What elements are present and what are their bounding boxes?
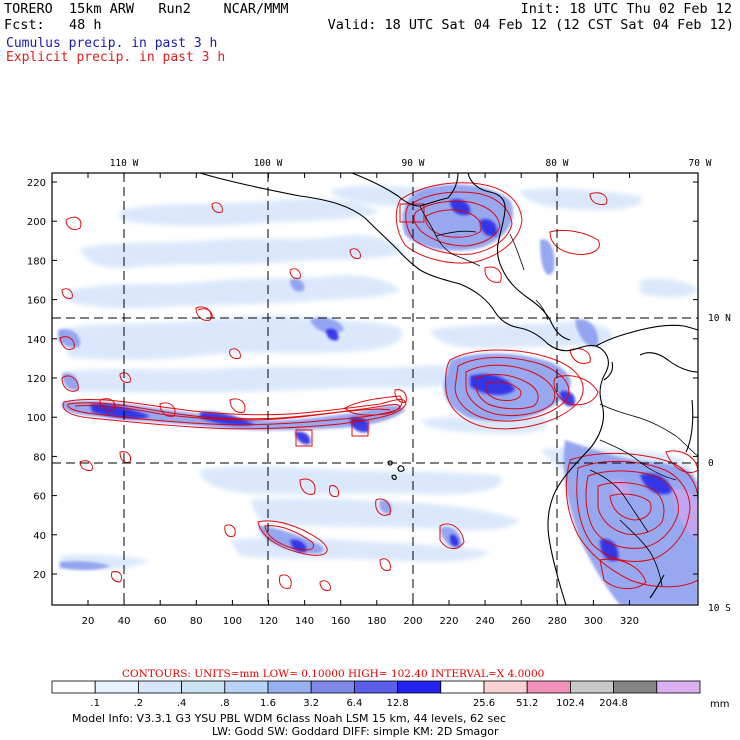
longitude-label: 90 W bbox=[402, 158, 425, 169]
lat-lon-grid bbox=[52, 173, 698, 605]
legend-bin-label: 204.8 bbox=[599, 698, 628, 709]
model-info-line2: LW: Godd SW: Goddard DIFF: simple KM: 2D… bbox=[212, 725, 499, 738]
cumulus-precip-heavy bbox=[90, 198, 672, 562]
y-tick-label: 160 bbox=[27, 296, 46, 307]
x-tick-label: 320 bbox=[620, 616, 639, 627]
explicit-precip-high bbox=[610, 478, 698, 540]
longitude-label: 80 W bbox=[546, 158, 569, 169]
forecast-hour: Fcst: 48 h bbox=[4, 17, 102, 33]
country-borders bbox=[419, 205, 698, 587]
legend-swatch bbox=[224, 680, 269, 694]
explicit-label: Explicit precip. in past 3 h bbox=[6, 50, 226, 65]
y-tick-label: 220 bbox=[27, 178, 46, 189]
x-tick-label: 200 bbox=[403, 616, 422, 627]
legend-swatch bbox=[267, 680, 312, 694]
latitude-label: 10 S bbox=[708, 603, 731, 614]
init-time: Init: 18 UTC Thu 02 Feb 12 bbox=[520, 1, 732, 17]
latitude-label: 0 bbox=[708, 458, 714, 469]
x-tick-label: 280 bbox=[548, 616, 567, 627]
legend-bin-label: .1 bbox=[90, 698, 100, 709]
cumulus-label: Cumulus precip. in past 3 h bbox=[6, 36, 218, 51]
y-tick-label: 40 bbox=[33, 531, 46, 542]
x-tick-label: 60 bbox=[154, 616, 167, 627]
x-tick-label: 80 bbox=[190, 616, 203, 627]
legend-bin-label: 25.6 bbox=[473, 698, 495, 709]
legend-swatch bbox=[570, 680, 615, 694]
x-tick-label: 140 bbox=[295, 616, 314, 627]
legend-swatch bbox=[353, 680, 398, 694]
x-tick-label: 120 bbox=[259, 616, 278, 627]
longitude-label: 70 W bbox=[689, 158, 712, 169]
legend-bin-label: 6.4 bbox=[346, 698, 362, 709]
x-tick-label: 260 bbox=[512, 616, 531, 627]
x-tick-label: 20 bbox=[82, 616, 95, 627]
x-tick-label: 180 bbox=[367, 616, 386, 627]
longitude-label: 110 W bbox=[110, 158, 139, 169]
right-latitude-labels: 10 N 0 10 S bbox=[708, 313, 731, 614]
model-title: TORERO 15km ARW Run2 NCAR/MMM bbox=[4, 1, 289, 17]
legend-bin-label: .2 bbox=[134, 698, 144, 709]
x-tick-label: 240 bbox=[476, 616, 495, 627]
x-tick-label: 40 bbox=[118, 616, 131, 627]
legend-bin-label: .4 bbox=[177, 698, 187, 709]
top-longitude-labels: 110 W 100 W 90 W 80 W 70 W bbox=[110, 158, 712, 169]
y-tick-label: 120 bbox=[27, 374, 46, 385]
legend-swatch bbox=[613, 680, 658, 694]
map-frame bbox=[51, 172, 699, 606]
y-tick-label: 100 bbox=[27, 413, 46, 424]
explicit-precip-contours bbox=[59, 182, 698, 591]
y-tick-label: 180 bbox=[27, 256, 46, 267]
x-tick-label: 160 bbox=[331, 616, 350, 627]
y-tick-label: 60 bbox=[33, 492, 46, 503]
legend-swatch bbox=[94, 680, 139, 694]
x-axis-ticks: 20 40 60 80 100 120 140 160 180 200 220 240 260 280 30… bbox=[82, 173, 639, 627]
valid-time: Valid: 18 UTC Sat 04 Feb 12 (12 CST Sat … bbox=[327, 17, 734, 33]
y-axis-ticks: 220 200 180 160 140 120 100 80 60 40 20 bbox=[27, 178, 698, 581]
coastlines bbox=[199, 173, 698, 605]
latitude-label: 10 N bbox=[708, 313, 731, 324]
legend-swatch bbox=[137, 680, 182, 694]
model-info-line1: Model Info: V3.3.1 G3 YSU PBL WDM 6class… bbox=[72, 712, 506, 725]
legend-bin-label: .8 bbox=[220, 698, 230, 709]
y-tick-label: 20 bbox=[33, 570, 46, 581]
x-tick-label: 100 bbox=[223, 616, 242, 627]
y-tick-label: 80 bbox=[33, 452, 46, 463]
legend-swatch bbox=[51, 680, 96, 694]
legend-swatch bbox=[181, 680, 226, 694]
legend-bin-label: 1.6 bbox=[260, 698, 276, 709]
y-tick-label: 140 bbox=[27, 335, 46, 346]
legend-swatch bbox=[656, 680, 701, 694]
legend-bin-label: 3.2 bbox=[303, 698, 319, 709]
legend-bin-label: 51.2 bbox=[516, 698, 538, 709]
legend-swatch bbox=[526, 680, 571, 694]
legend-bin-label: 12.8 bbox=[386, 698, 408, 709]
y-tick-label: 200 bbox=[27, 217, 46, 228]
legend-colorbar bbox=[51, 680, 701, 694]
legend-swatch bbox=[310, 680, 355, 694]
x-tick-label: 300 bbox=[584, 616, 603, 627]
legend-unit: mm bbox=[710, 699, 729, 710]
legend-swatch bbox=[440, 680, 485, 694]
x-tick-label: 220 bbox=[439, 616, 458, 627]
contour-info: CONTOURS: UNITS=mm LOW= 0.10000 HIGH= 10… bbox=[122, 668, 544, 680]
legend-swatch bbox=[483, 680, 528, 694]
legend-bin-label: 102.4 bbox=[556, 698, 585, 709]
legend-swatch bbox=[397, 680, 442, 694]
longitude-label: 100 W bbox=[254, 158, 283, 169]
legend-labels: .1 .2 .4 .8 1.6 3.2 6.4 12.8 25.6 51.2 102.4 204.8 bbox=[90, 698, 627, 709]
